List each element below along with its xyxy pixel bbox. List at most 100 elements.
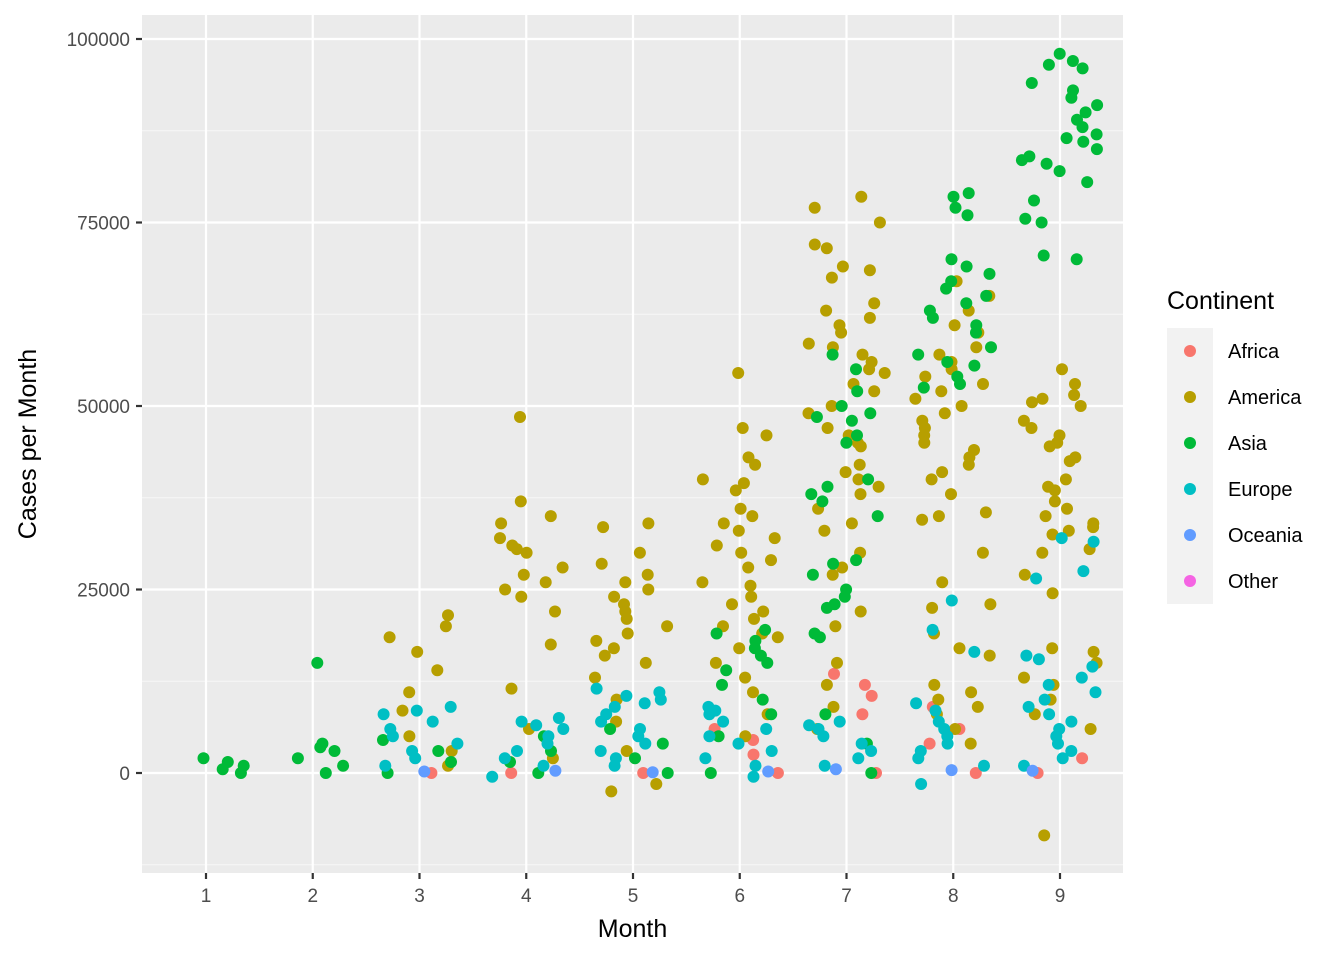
point-america [403,730,416,743]
point-america [619,576,632,589]
point-europe [1022,700,1035,713]
point-europe [818,759,831,772]
point-america [839,466,852,479]
point-america [1043,440,1056,453]
point-america [1059,473,1072,486]
point-america [494,532,506,545]
point-europe [444,700,457,713]
point-europe [426,715,439,728]
point-asia [604,723,617,735]
point-america [955,400,968,412]
point-africa [771,767,784,779]
point-asia [806,568,819,581]
point-america [827,700,840,713]
point-america [642,517,655,530]
point-america [514,411,526,423]
point-asia [661,767,674,779]
point-asia [827,557,840,570]
point-asia [835,400,848,412]
x-tick-label: 2 [307,886,318,907]
point-asia [1066,55,1079,67]
point-europe [1075,671,1088,684]
point-america [953,642,966,655]
point-america [820,678,833,691]
point-europe [912,752,925,765]
point-europe [639,737,652,750]
point-america [633,546,646,559]
point-america [970,341,983,354]
point-asia [710,627,723,640]
point-asia [980,289,993,302]
point-america [1018,671,1030,684]
point-asia [629,752,641,765]
point-america [515,590,528,603]
point-europe [978,759,990,772]
point-america [597,521,610,534]
point-america [771,631,784,644]
point-america [1046,587,1059,600]
point-europe [1089,686,1102,699]
point-america [742,561,755,574]
point-america [620,612,633,625]
point-asia [864,407,877,420]
point-africa [1076,752,1089,765]
point-america [1068,389,1081,401]
point-america [1018,568,1031,581]
point-america [431,664,444,677]
point-america [1084,723,1097,735]
point-asia [851,385,864,398]
legend-key-africa [1184,345,1196,357]
point-africa [856,708,869,721]
point-asia [759,623,772,636]
point-asia [1053,165,1066,178]
point-america [979,506,992,519]
point-america [396,704,409,717]
point-america [696,473,709,486]
point-europe [1032,653,1045,666]
legend-title: Continent [1167,287,1274,315]
point-asia [826,348,839,361]
point-america [403,686,416,699]
point-america [544,638,557,651]
point-europe [703,708,716,721]
legend-key-oceania [1184,529,1196,541]
point-europe [968,645,981,658]
point-america [748,612,760,625]
point-asia [945,253,958,266]
legend: Continent Africa America Asia Europe Oceania… [1167,287,1303,604]
point-america [836,260,849,273]
point-america [607,642,620,655]
point-asia [865,767,878,779]
point-america [598,649,611,662]
point-europe [833,715,846,728]
point-america [825,400,838,412]
point-america [620,745,633,757]
point-asia [716,678,728,691]
x-axis-title: Month [598,915,667,943]
point-america [733,642,746,655]
point-america [744,579,757,592]
point-america [936,576,949,589]
point-asia [951,370,964,383]
point-america [732,367,745,379]
point-america [1048,484,1061,497]
point-america [925,473,938,486]
point-europe [1038,693,1051,706]
point-asia [968,359,981,372]
point-asia [237,759,250,772]
point-america [1046,642,1059,655]
y-axis: 0 25000 50000 75000 100000 [67,30,142,785]
point-america [642,583,655,596]
point-asia [1035,216,1048,229]
y-axis-title: Cases per Month [14,349,42,539]
point-america [932,693,945,706]
point-asia [1019,212,1032,225]
x-tick-label: 3 [414,886,425,907]
point-america [726,598,738,611]
point-africa [747,748,760,761]
point-asia [960,260,973,273]
point-america [709,656,722,669]
point-america [868,385,881,398]
point-america [737,477,750,490]
point-america [747,686,759,699]
